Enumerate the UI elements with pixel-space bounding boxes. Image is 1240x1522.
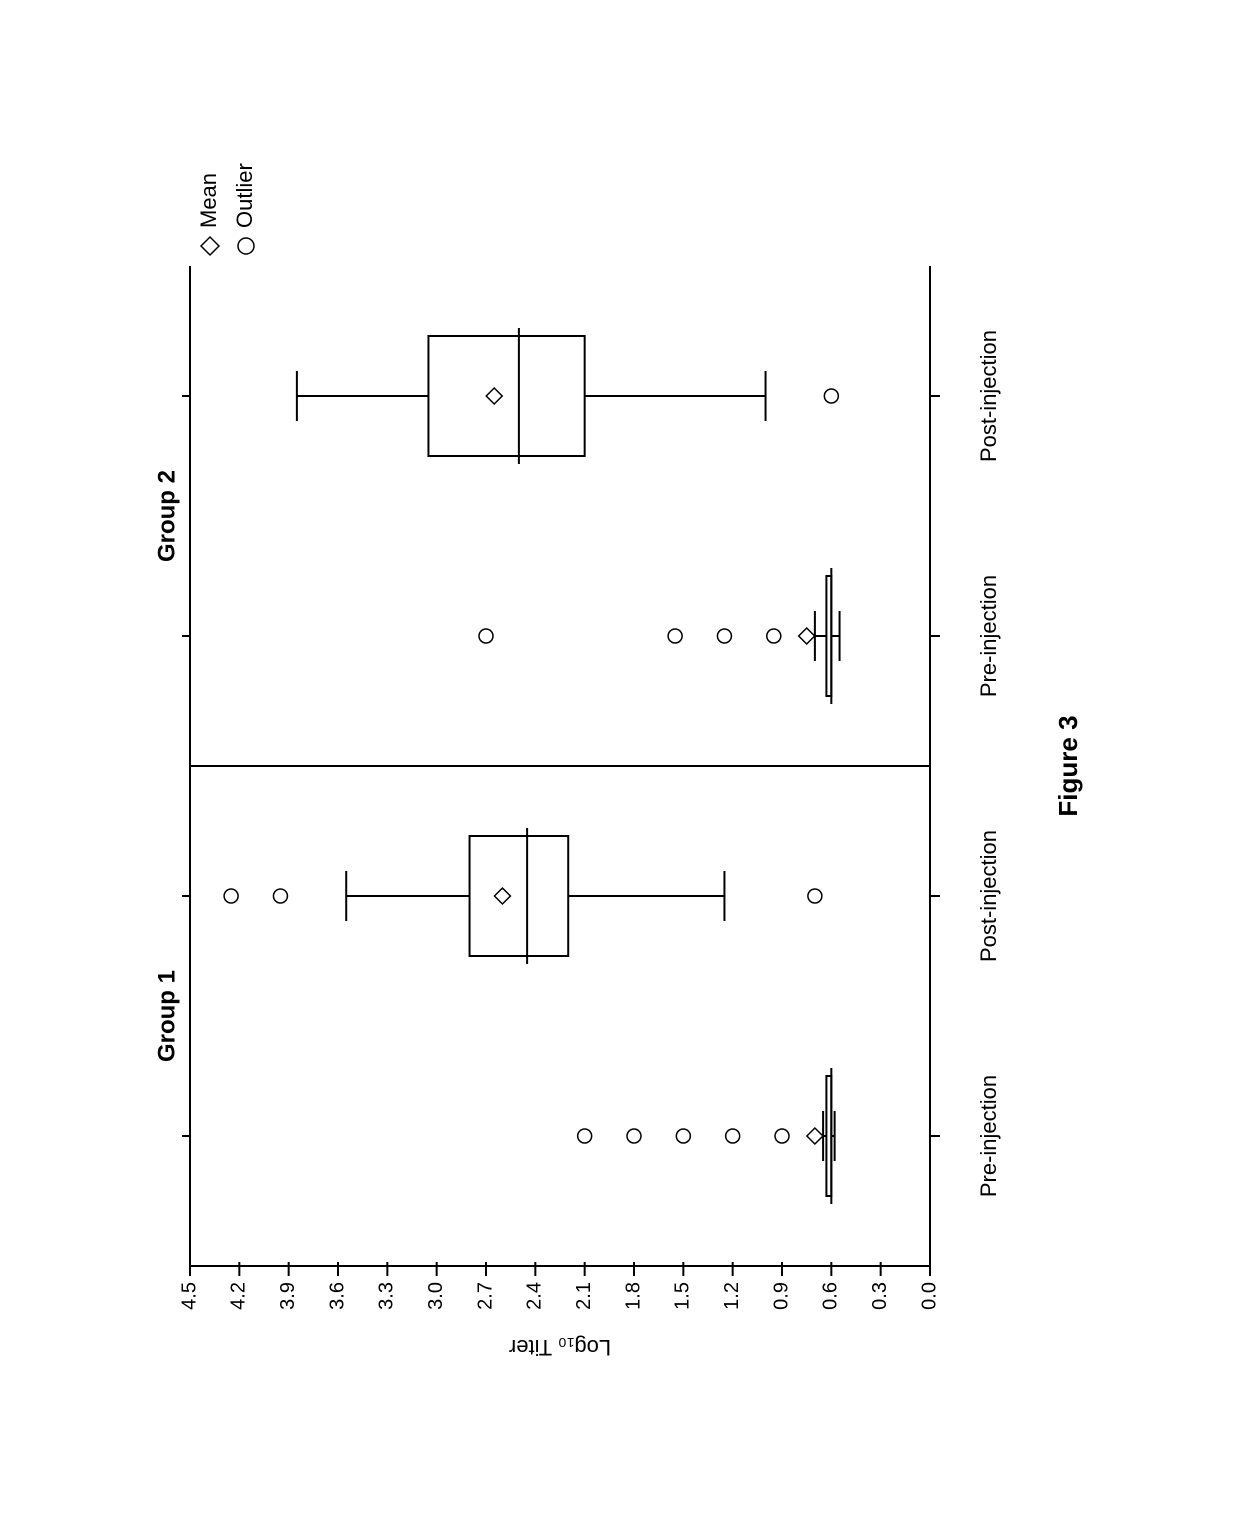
outlier-point xyxy=(717,629,731,643)
y-tick-label: 2.4 xyxy=(524,1282,546,1310)
y-tick-label: 3.0 xyxy=(425,1282,447,1310)
boxplot-figure: 0.0 0.3 0.6 0.9 1.2 1.5 1.8 2.1 2.4 2.7 3.0 3.3 3.6 3… xyxy=(120,86,1120,1436)
y-tick-label: 2.7 xyxy=(474,1282,496,1310)
outlier-point xyxy=(767,629,781,643)
y-tick-label: 0.6 xyxy=(820,1282,842,1310)
y-tick-label: 0.0 xyxy=(918,1282,940,1310)
legend-outlier-icon xyxy=(238,238,254,254)
y-tick-label: 2.1 xyxy=(573,1282,595,1310)
outlier-point xyxy=(808,889,822,903)
y-tick-label: 4.5 xyxy=(178,1282,200,1310)
y-tick-label: 0.3 xyxy=(869,1282,891,1310)
legend-label: Mean xyxy=(196,173,221,228)
figure-caption: Figure 3 xyxy=(1053,715,1083,816)
x-category-label: Pre-injection xyxy=(976,1075,1001,1197)
outlier-point xyxy=(273,889,287,903)
outlier-point xyxy=(824,389,838,403)
mean-diamond xyxy=(799,628,815,644)
box xyxy=(470,836,569,956)
outlier-point xyxy=(479,629,493,643)
y-tick-label: 3.3 xyxy=(376,1282,398,1310)
panel-title: Group 1 xyxy=(153,970,180,1062)
panel-title: Group 2 xyxy=(153,470,180,562)
y-tick-label: 3.9 xyxy=(277,1282,299,1310)
x-category-label: Post-injection xyxy=(976,830,1001,962)
outlier-point xyxy=(224,889,238,903)
legend-mean-icon xyxy=(201,237,219,255)
outlier-point xyxy=(627,1129,641,1143)
figure-rotated-wrapper: 0.0 0.3 0.6 0.9 1.2 1.5 1.8 2.1 2.4 2.7 3.0 3.3 3.6 3… xyxy=(120,86,1120,1436)
y-tick-label: 1.8 xyxy=(622,1282,644,1310)
y-tick-label: 0.9 xyxy=(770,1282,792,1310)
legend-label: Outlier xyxy=(232,163,257,228)
mean-diamond xyxy=(807,1128,823,1144)
y-tick-label: 1.5 xyxy=(672,1282,694,1310)
box xyxy=(428,336,584,456)
x-category-label: Post-injection xyxy=(976,330,1001,462)
y-tick-label: 1.2 xyxy=(721,1282,743,1310)
y-tick-label: 3.6 xyxy=(326,1282,348,1310)
x-category-label: Pre-injection xyxy=(976,575,1001,697)
outlier-point xyxy=(775,1129,789,1143)
outlier-point xyxy=(726,1129,740,1143)
outlier-point xyxy=(668,629,682,643)
y-axis-label: Log₁₀ Titer xyxy=(509,1335,611,1360)
outlier-point xyxy=(676,1129,690,1143)
y-tick-label: 4.2 xyxy=(228,1282,250,1310)
outlier-point xyxy=(578,1129,592,1143)
